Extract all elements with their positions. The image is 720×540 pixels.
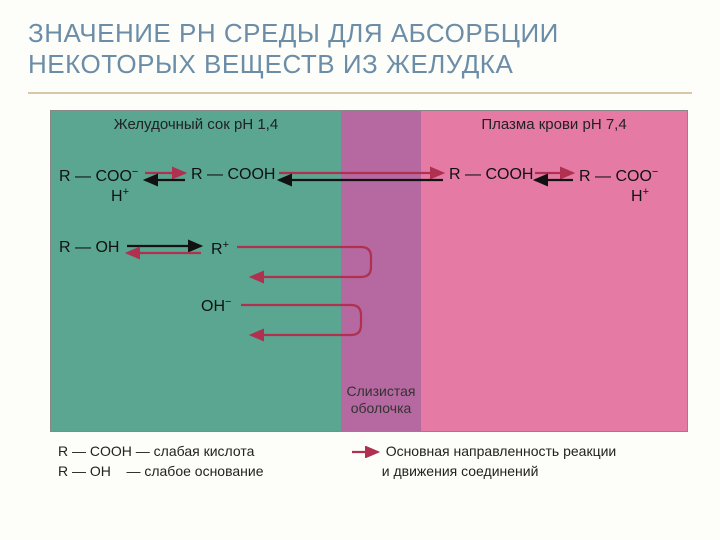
diagram-panel: Желудочный сок рН 1,4 Слизистаяоболочка … bbox=[50, 110, 688, 432]
slide-title: ЗНАЧЕНИЕ РН СРЕДЫ ДЛЯ АБСОРБЦИИ НЕКОТОРЫ… bbox=[28, 18, 692, 80]
title-underline bbox=[28, 92, 692, 94]
legend-arrow-icon bbox=[350, 446, 382, 458]
legend: R — COOH — слабая кислота Основная напра… bbox=[50, 440, 686, 482]
arrows-layer bbox=[51, 111, 687, 431]
